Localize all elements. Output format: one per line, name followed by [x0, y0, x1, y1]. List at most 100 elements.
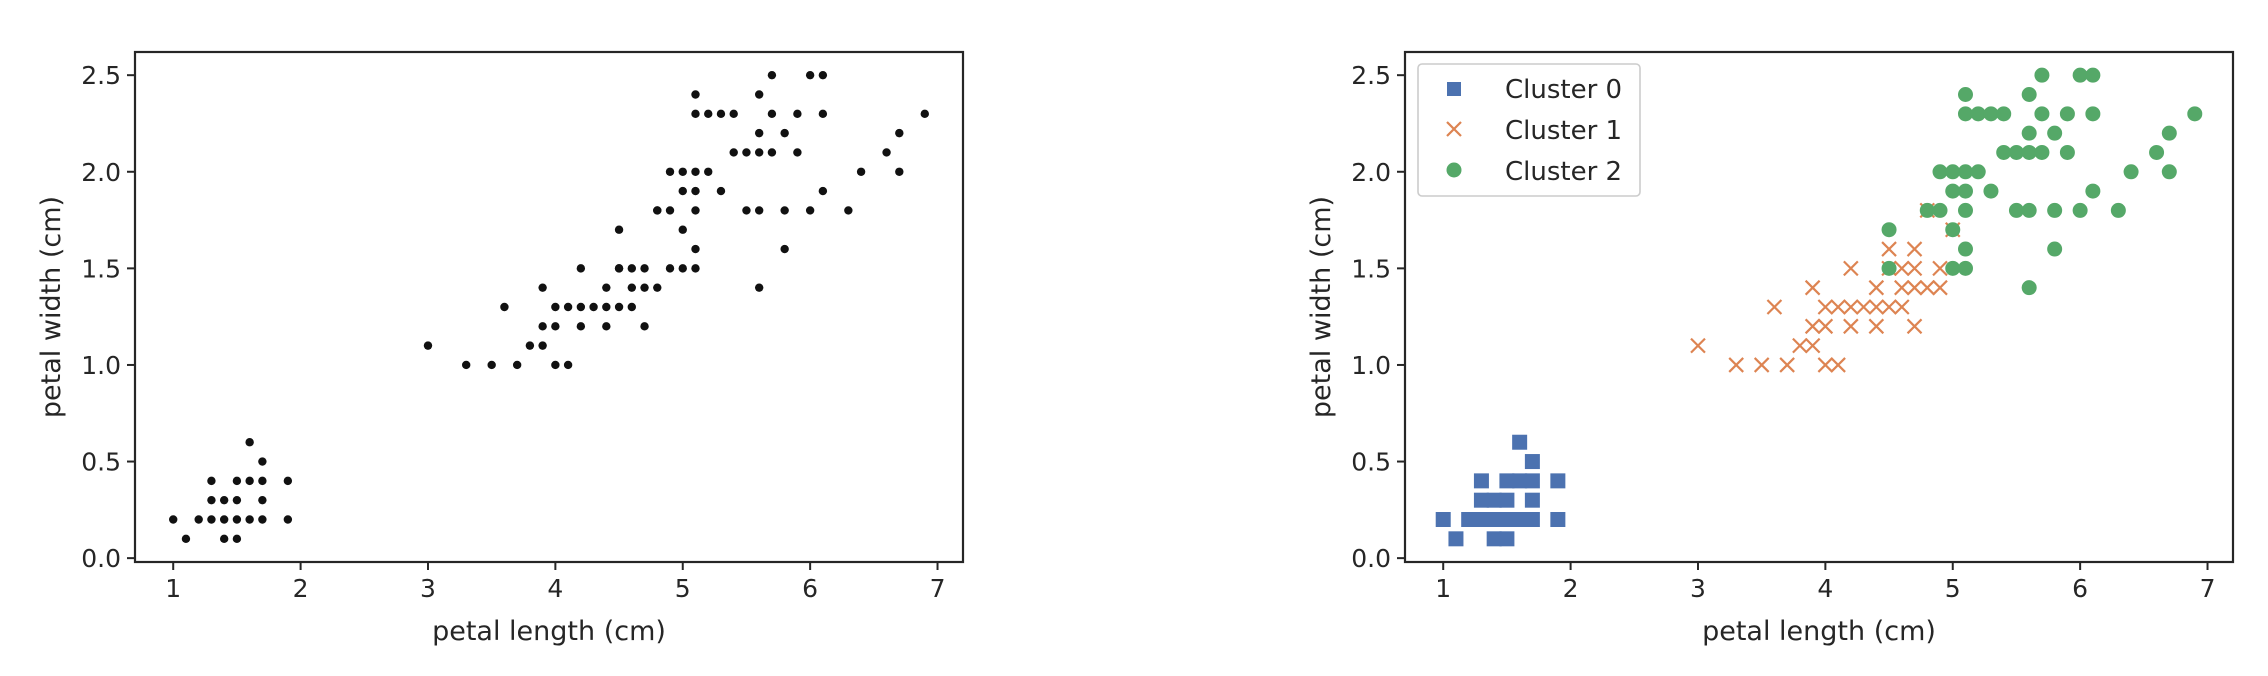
data-point [665, 206, 675, 215]
y-tick-label: 2.0 [81, 158, 121, 187]
legend-item-cluster-0: Cluster 0 [1447, 75, 1622, 105]
data-point [640, 264, 649, 273]
y-tick-label: 0.5 [81, 448, 121, 477]
data-point [1486, 492, 1502, 508]
x-marker-icon [1446, 121, 1462, 137]
data-point [614, 302, 624, 312]
data-point [551, 360, 560, 370]
data-point [2161, 164, 2177, 180]
x-tick-label: 1 [165, 574, 181, 603]
data-point [678, 186, 687, 196]
x-tick-label: 2 [293, 574, 309, 603]
data-point [691, 186, 700, 196]
data-point [767, 70, 777, 80]
data-point [232, 476, 242, 486]
data-point [1448, 531, 1464, 547]
data-point [793, 109, 802, 119]
data-point [729, 148, 738, 157]
data-point [2110, 202, 2126, 218]
data-point [678, 167, 687, 176]
data-point [805, 70, 815, 80]
data-point [1499, 492, 1515, 508]
data-point [1932, 279, 1948, 296]
data-point [1932, 260, 1948, 277]
data-point [2161, 125, 2177, 141]
data-point [245, 515, 254, 524]
data-point [1957, 241, 1973, 257]
data-point [767, 109, 777, 119]
x-axis: 1 2 3 4 5 6 7 [165, 562, 945, 603]
data-point [1906, 318, 1923, 335]
data-point [2059, 144, 2075, 160]
data-point [1550, 512, 1566, 527]
chart-unclustered: 1 2 3 4 5 6 7 0.0 0.5 1.0 1.5 2.0 2.5 petal length … [36, 50, 965, 647]
data-point [1512, 512, 1528, 527]
data-point [1804, 337, 1821, 354]
data-point [500, 302, 509, 312]
data-point [232, 515, 242, 524]
data-point [2072, 67, 2088, 83]
data-point [793, 148, 802, 157]
data-point [2034, 67, 2050, 83]
data-point [691, 264, 700, 273]
data-point [627, 283, 636, 292]
data-point [1499, 531, 1515, 547]
data-point [602, 322, 611, 331]
x-axis-label: petal length (cm) [432, 616, 666, 647]
data-point [1524, 473, 1540, 489]
data-point [1932, 164, 1948, 180]
data-point [818, 109, 828, 119]
data-point [1486, 531, 1502, 547]
y-axis-label: petal width (cm) [1306, 196, 1337, 418]
data-point [640, 322, 649, 331]
data-point [2034, 106, 2050, 122]
data-point [1881, 260, 1897, 276]
data-point [245, 476, 254, 486]
y-tick-label: 2.0 [1351, 158, 1391, 187]
data-point [487, 360, 496, 370]
data-point [2085, 106, 2101, 122]
data-point [1868, 299, 1885, 315]
data-point [704, 167, 713, 176]
data-point [1932, 202, 1948, 218]
data-point [576, 302, 586, 312]
square-marker-icon [1447, 82, 1461, 96]
data-point [1906, 260, 1923, 277]
data-point [1868, 279, 1885, 296]
data-point [1957, 164, 1973, 180]
data-point [2008, 144, 2024, 160]
data-point [2059, 106, 2075, 122]
data-point [1957, 87, 1973, 102]
data-point [1524, 512, 1540, 527]
data-point [551, 302, 560, 312]
data-point [1804, 279, 1821, 296]
data-point [1473, 512, 1489, 527]
data-point [704, 109, 713, 119]
y-tick-label: 0.0 [81, 544, 121, 573]
data-point [1945, 260, 1961, 276]
data-point [538, 341, 547, 350]
data-point [1473, 492, 1489, 508]
data-point [462, 360, 471, 370]
data-point [780, 128, 789, 138]
data-point [1435, 512, 1451, 527]
data-point [653, 206, 662, 215]
data-point [678, 264, 687, 273]
data-point [194, 515, 203, 524]
data-point [1817, 318, 1834, 335]
data-point [2085, 183, 2101, 199]
data-point [2021, 280, 2037, 296]
data-point [614, 264, 624, 273]
x-tick-label: 6 [2072, 574, 2088, 603]
data-point [2123, 164, 2139, 180]
data-point [551, 322, 560, 331]
data-point [2021, 125, 2037, 141]
data-point [2047, 241, 2063, 257]
legend-item-cluster-1: Cluster 1 [1446, 116, 1622, 146]
x-axis-label: petal length (cm) [1702, 616, 1936, 647]
data-point [754, 206, 764, 215]
data-point [767, 148, 777, 157]
data-point [1868, 318, 1885, 335]
y-tick-label: 2.5 [81, 61, 121, 90]
circle-marker-icon [1446, 162, 1462, 178]
